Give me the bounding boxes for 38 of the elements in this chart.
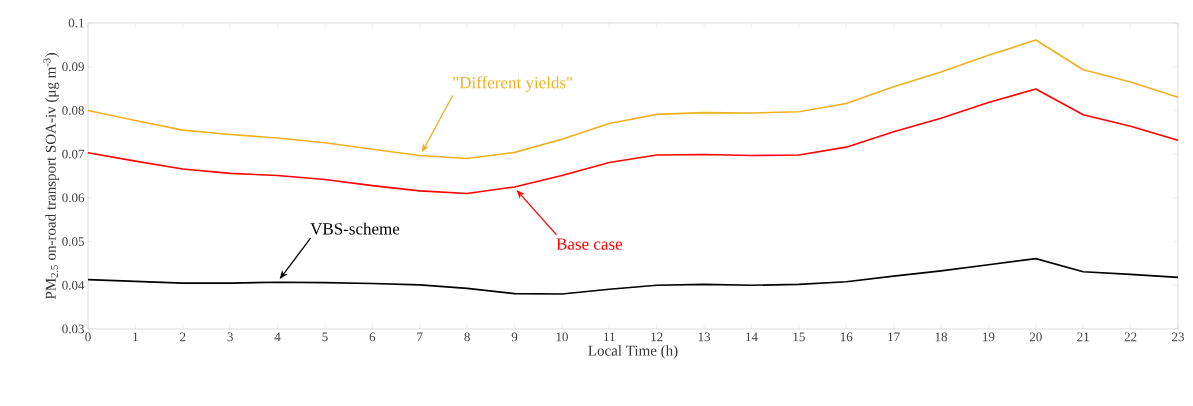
x-tick-label: 16 [840,332,853,342]
x-tick-label: 0 [85,332,91,342]
x-tick-label: 2 [180,332,186,342]
x-tick-label: 21 [1077,332,1089,342]
x-tick-label: 13 [698,332,711,342]
x-tick-label: 4 [274,332,281,342]
x-tick-label: 8 [464,332,470,342]
y-tick-label: 0.04 [62,280,85,290]
y-tick-label: 0.1 [68,18,84,28]
x-tick-label: 1 [133,332,138,342]
x-tick-label: 3 [227,332,233,342]
text: "Different yields" [453,76,572,92]
x-tick-label: 11 [604,332,615,342]
x-tick-label: 6 [369,332,376,342]
y-tick-label: 0.03 [62,324,84,334]
y-tick-label: 0.09 [62,62,84,72]
x-tick-label: 12 [651,332,663,342]
x-tick-label: 15 [793,332,805,342]
y-axis-title: PM$_{2.5}$ on-road transport SOA-iv (μg m$^{-3}$) [43,53,59,300]
x-tick-label: 10 [556,332,568,342]
y-tick-label: 0.07 [62,149,85,159]
x-tick-label: 5 [322,332,328,342]
x-tick-label: 17 [888,332,900,342]
x-tick-label: 22 [1124,332,1137,342]
x-tick-label: 20 [1029,332,1042,342]
x-tick-label: 19 [983,332,995,342]
x-axis-title: Local Time (h) [588,345,678,359]
x-tick-label: 9 [511,332,518,342]
x-tick-label: 14 [746,332,758,342]
x-tick-label: 23 [1172,332,1184,342]
text: VBS-scheme [310,222,400,235]
x-tick-label: 18 [935,332,948,342]
line-series [87,39,1179,160]
y-tick-label: 0.06 [62,193,85,203]
y-tick-label: 0.08 [62,106,84,115]
y-tick-label: 0.05 [62,237,84,246]
x-tick-label: 7 [417,332,423,342]
text: Base case [556,238,623,250]
